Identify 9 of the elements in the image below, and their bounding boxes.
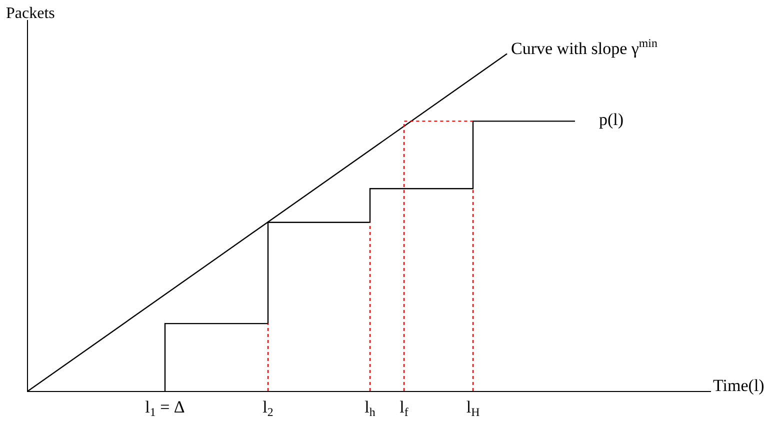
- x-tick-label: l$_{2}$: [262, 397, 274, 419]
- x-tick-label: l$_{f}$: [400, 397, 408, 419]
- annotation: Curve with slope γ$^{min}$: [511, 36, 658, 58]
- x-tick-label: l$_{1}$ = Δ: [145, 397, 185, 419]
- x-tick-label: l$_{h}$: [364, 397, 376, 419]
- x-tick-label: l$_{H}$: [466, 397, 480, 419]
- x-axis-title: Time(l): [713, 376, 764, 395]
- y-axis-title: Packets: [6, 5, 55, 22]
- annotation: p(l): [599, 110, 624, 129]
